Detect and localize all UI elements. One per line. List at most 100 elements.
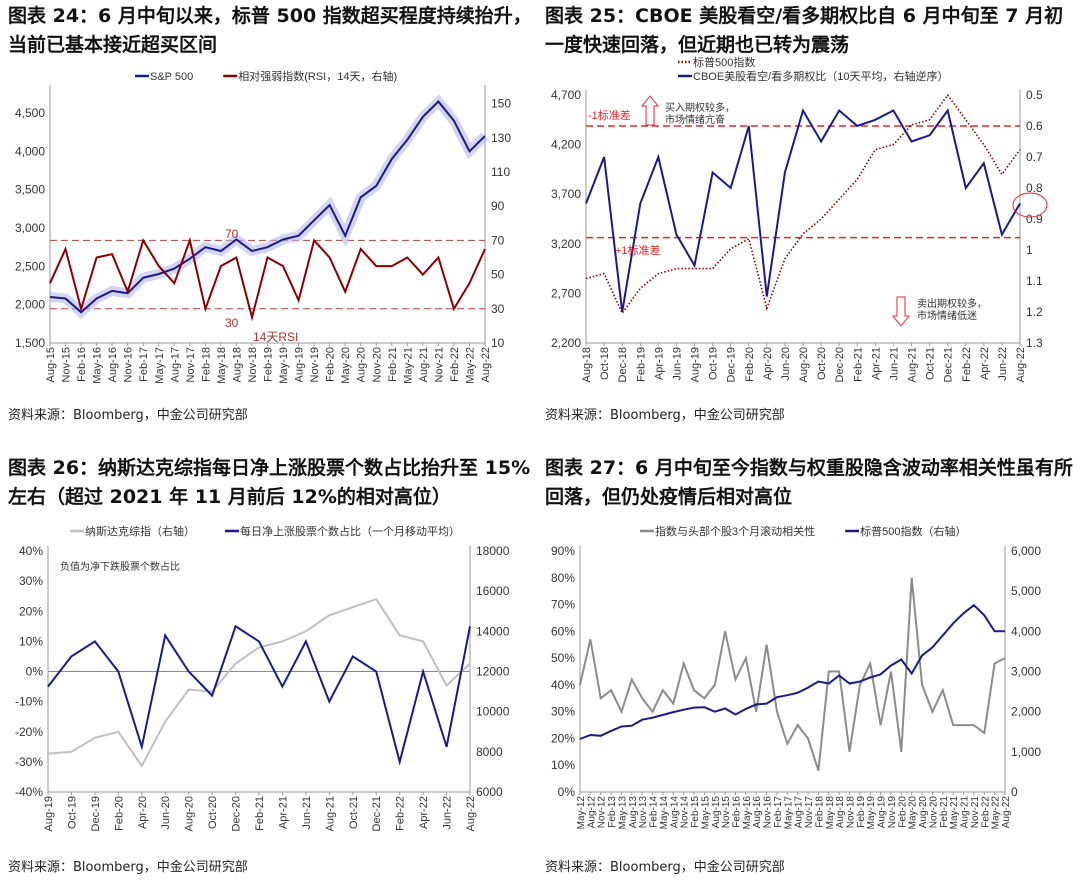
right-tick-label: 6,000 bbox=[1011, 544, 1041, 558]
x-tick-label: Aug-17 bbox=[169, 347, 181, 382]
x-tick-label: May-15 bbox=[700, 796, 711, 830]
x-tick-label: May-16 bbox=[92, 347, 104, 384]
left-tick-label: 4,200 bbox=[551, 138, 581, 152]
left-tick-label: 2,700 bbox=[551, 286, 581, 300]
x-tick-label: May-21 bbox=[949, 796, 960, 830]
x-tick-label: Aug-21 bbox=[907, 347, 919, 382]
x-tick-label: Apr-20 bbox=[762, 347, 774, 380]
right-tick-label: 8000 bbox=[476, 745, 503, 759]
x-tick-label: Nov-14 bbox=[680, 796, 691, 829]
x-tick-label: Aug-18 bbox=[581, 347, 593, 382]
series-line-0 bbox=[49, 100, 486, 314]
chart-25: 2,200 2,700 3,200 3,700 4,200 4,700 0.5 0.6 0.7 0… bbox=[551, 55, 1048, 382]
x-tick-label: Dec-20 bbox=[834, 347, 846, 382]
x-tick-label: Feb-22 bbox=[449, 347, 461, 382]
x-tick-label: Apr-22 bbox=[418, 796, 430, 829]
right-tick-label: 5,000 bbox=[1011, 584, 1041, 598]
right-tick-label: 0.7 bbox=[1026, 150, 1043, 164]
x-tick-label: Aug-21 bbox=[324, 796, 336, 831]
plus-1sd-label: +1标准差 bbox=[615, 243, 661, 257]
highlight-circle bbox=[1012, 192, 1048, 218]
right-tick-label: 1.3 bbox=[1026, 336, 1043, 350]
legend-label: 标普500指数 bbox=[693, 55, 755, 69]
sp500-band bbox=[49, 94, 489, 319]
right-tick-label: 16000 bbox=[476, 584, 510, 598]
left-tick-label: 3,000 bbox=[15, 221, 45, 235]
x-tick-label: May-16 bbox=[742, 796, 753, 830]
x-tick-label: Nov-13 bbox=[638, 796, 649, 829]
x-tick-label: Nov-21 bbox=[970, 796, 981, 829]
left-tick-label: 3,500 bbox=[15, 183, 45, 197]
x-tick-label: May-22 bbox=[464, 347, 476, 384]
x-tick-label: Aug-22 bbox=[480, 347, 492, 382]
right-tick-label: 130 bbox=[491, 131, 511, 145]
right-tick-label: 70 bbox=[491, 233, 505, 247]
x-tick-label: Feb-22 bbox=[980, 796, 991, 828]
x-tick-label: Feb-19 bbox=[856, 796, 867, 828]
x-tick-label: Feb-20 bbox=[325, 347, 337, 382]
x-tick-label: May-20 bbox=[908, 796, 919, 830]
negative-note: 负值为净下跌股票个数占比 bbox=[60, 560, 180, 573]
left-tick-label: -10% bbox=[15, 695, 43, 709]
x-tick-label: Aug-17 bbox=[794, 796, 805, 829]
rsi-70-label: 70 bbox=[225, 227, 239, 241]
right-tick-label: 10 bbox=[491, 336, 505, 350]
left-tick-label: 30% bbox=[19, 574, 43, 588]
right-tick-label: 150 bbox=[491, 97, 511, 111]
left-tick-label: 2,000 bbox=[15, 298, 45, 312]
series-line-0 bbox=[585, 93, 1021, 315]
left-tick-label: 4,000 bbox=[15, 144, 45, 158]
x-tick-label: Feb-20 bbox=[897, 796, 908, 828]
left-tick-label: 20% bbox=[19, 604, 43, 618]
x-tick-label: Nov-12 bbox=[597, 796, 608, 829]
x-tick-label: Nov-19 bbox=[309, 347, 321, 382]
x-tick-label: Feb-18 bbox=[814, 796, 825, 828]
x-tick-label: Aug-13 bbox=[628, 796, 639, 829]
x-tick-label: Jun-19 bbox=[671, 347, 683, 381]
x-tick-label: Aug-18 bbox=[231, 347, 243, 382]
x-tick-label: Feb-21 bbox=[387, 347, 399, 382]
x-tick-label: Aug-15 bbox=[45, 347, 57, 382]
x-tick-label: Feb-17 bbox=[138, 347, 150, 382]
chart-27: 0% 10% 20% 30% 40% 50% 60% 70% 80% 90% 0 1,000 2,000… bbox=[551, 524, 1041, 829]
left-tick-label: 30% bbox=[551, 705, 575, 719]
left-tick-label: 1,500 bbox=[15, 336, 45, 350]
right-tick-label: 1.1 bbox=[1026, 274, 1043, 288]
x-tick-label: Aug-19 bbox=[690, 347, 702, 382]
x-tick-label: Feb-13 bbox=[607, 796, 618, 828]
right-tick-label: 10000 bbox=[476, 705, 510, 719]
x-tick-label: Feb-18 bbox=[200, 347, 212, 382]
chart-25-title: 图表 25：CBOE 美股看空/看多期权比自 6 月中旬至 7 月初一度快速回落… bbox=[545, 5, 1064, 56]
x-tick-label: Apr-21 bbox=[870, 347, 882, 380]
x-tick-label: Apr-20 bbox=[137, 796, 149, 829]
x-tick-label: Nov-19 bbox=[887, 796, 898, 829]
right-tick-label: 1,000 bbox=[1011, 745, 1041, 759]
x-tick-label: Nov-15 bbox=[61, 347, 73, 382]
left-tick-label: 70% bbox=[551, 598, 575, 612]
x-tick-label: Dec-21 bbox=[943, 347, 955, 382]
right-tick-label: 30 bbox=[491, 302, 505, 316]
right-tick-label: 1 bbox=[1026, 243, 1033, 257]
x-tick-label: May-17 bbox=[783, 796, 794, 830]
left-tick-label: 60% bbox=[551, 624, 575, 638]
up-arrow-icon bbox=[640, 95, 660, 126]
x-tick-label: May-19 bbox=[866, 796, 877, 830]
x-tick-label: Aug-19 bbox=[43, 796, 55, 831]
x-tick-label: Feb-21 bbox=[852, 347, 864, 382]
chart-27-source: 资料来源：Bloomberg，中金公司研究部 bbox=[545, 860, 785, 875]
x-tick-label: Aug-21 bbox=[960, 796, 971, 829]
right-tick-label: 0.6 bbox=[1026, 119, 1043, 133]
left-tick-label: 50% bbox=[551, 651, 575, 665]
right-tick-label: 2,000 bbox=[1011, 705, 1041, 719]
x-tick-label: May-18 bbox=[825, 796, 836, 830]
left-tick-label: -20% bbox=[15, 725, 43, 739]
x-tick-label: Feb-19 bbox=[263, 347, 275, 382]
x-tick-label: Nov-17 bbox=[804, 796, 815, 829]
down-arrow-icon bbox=[891, 296, 911, 327]
x-tick-label: Apr-22 bbox=[979, 347, 991, 380]
chart-24-title: 图表 24：6 月中旬以来，标普 500 指数超买程度持续抬升，当前已基本接近超… bbox=[8, 5, 532, 56]
x-tick-label: Dec-18 bbox=[617, 347, 629, 382]
x-tick-label: Oct-19 bbox=[708, 347, 720, 380]
minus-1sd-label: -1标准差 bbox=[588, 108, 631, 122]
